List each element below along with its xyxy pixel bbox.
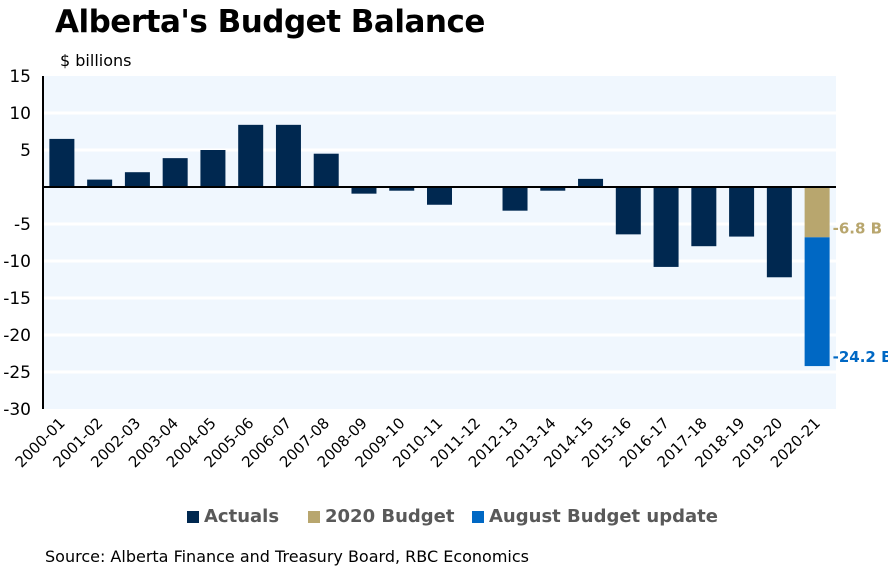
bar-actuals (200, 150, 226, 187)
bar-2020-budget (804, 187, 830, 238)
y-tick-label: 15 (9, 67, 31, 87)
bar-actuals (427, 187, 452, 205)
y-tick-label: -25 (3, 363, 31, 383)
bar-actuals (162, 158, 188, 187)
bar-actuals (615, 187, 641, 235)
bar-actuals (49, 138, 75, 187)
legend-swatch-2020-budget (308, 510, 320, 523)
bar-actuals (351, 187, 377, 194)
bar-actuals (578, 178, 604, 187)
legend-swatch-august-update (472, 510, 484, 523)
legend: Actuals 2020 Budget August Budget update (0, 506, 888, 532)
bar-actuals (389, 187, 415, 191)
data-label: -24.2 B (833, 348, 888, 366)
y-tick-label: -20 (3, 326, 31, 346)
gridlines (43, 111, 836, 374)
y-tick-label: -5 (14, 215, 31, 235)
y-tick-label: -30 (3, 400, 31, 420)
data-label: -6.8 B (833, 219, 882, 237)
legend-label: August Budget update (489, 506, 718, 527)
bar-august-update (804, 237, 830, 367)
bar-actuals (691, 187, 717, 247)
bars (49, 124, 830, 367)
legend-item-actuals: Actuals (187, 506, 279, 527)
chart-title: Alberta's Budget Balance (55, 4, 485, 40)
bar-actuals (729, 187, 755, 237)
y-tick-label: 10 (9, 104, 31, 124)
bar-actuals (766, 187, 792, 278)
y-axis-unit-label: $ billions (60, 51, 132, 70)
bar-actuals (238, 124, 264, 187)
bar-actuals (653, 187, 679, 267)
bar-actuals (540, 187, 566, 191)
y-tick-label: -10 (3, 252, 31, 272)
legend-item-2020-budget: 2020 Budget (308, 506, 454, 527)
bar-actuals (313, 153, 339, 187)
plot-background (43, 76, 836, 409)
bar-chart: 15 10 5 -5 -10 -15 -20 -25 -30 2000-012001-02200… (3, 67, 888, 471)
data-annotations: -6.8 B -24.2 B (833, 219, 888, 366)
bar-actuals (502, 187, 528, 211)
bar-actuals (87, 179, 113, 187)
y-tick-label: -15 (3, 289, 31, 309)
x-axis-ticks: 2000-012001-022002-032003-042004-052005-… (12, 414, 824, 471)
legend-label: 2020 Budget (325, 506, 455, 527)
legend-item-august-update: August Budget update (472, 506, 718, 527)
legend-label: Actuals (204, 506, 280, 527)
bar-actuals (124, 172, 150, 187)
legend-swatch-actuals (187, 510, 199, 523)
source-note: Source: Alberta Finance and Treasury Boa… (45, 547, 530, 566)
y-axis-ticks: 15 10 5 -5 -10 -15 -20 -25 -30 (3, 67, 31, 420)
y-tick-label: 5 (20, 141, 31, 161)
bar-actuals (275, 124, 301, 187)
